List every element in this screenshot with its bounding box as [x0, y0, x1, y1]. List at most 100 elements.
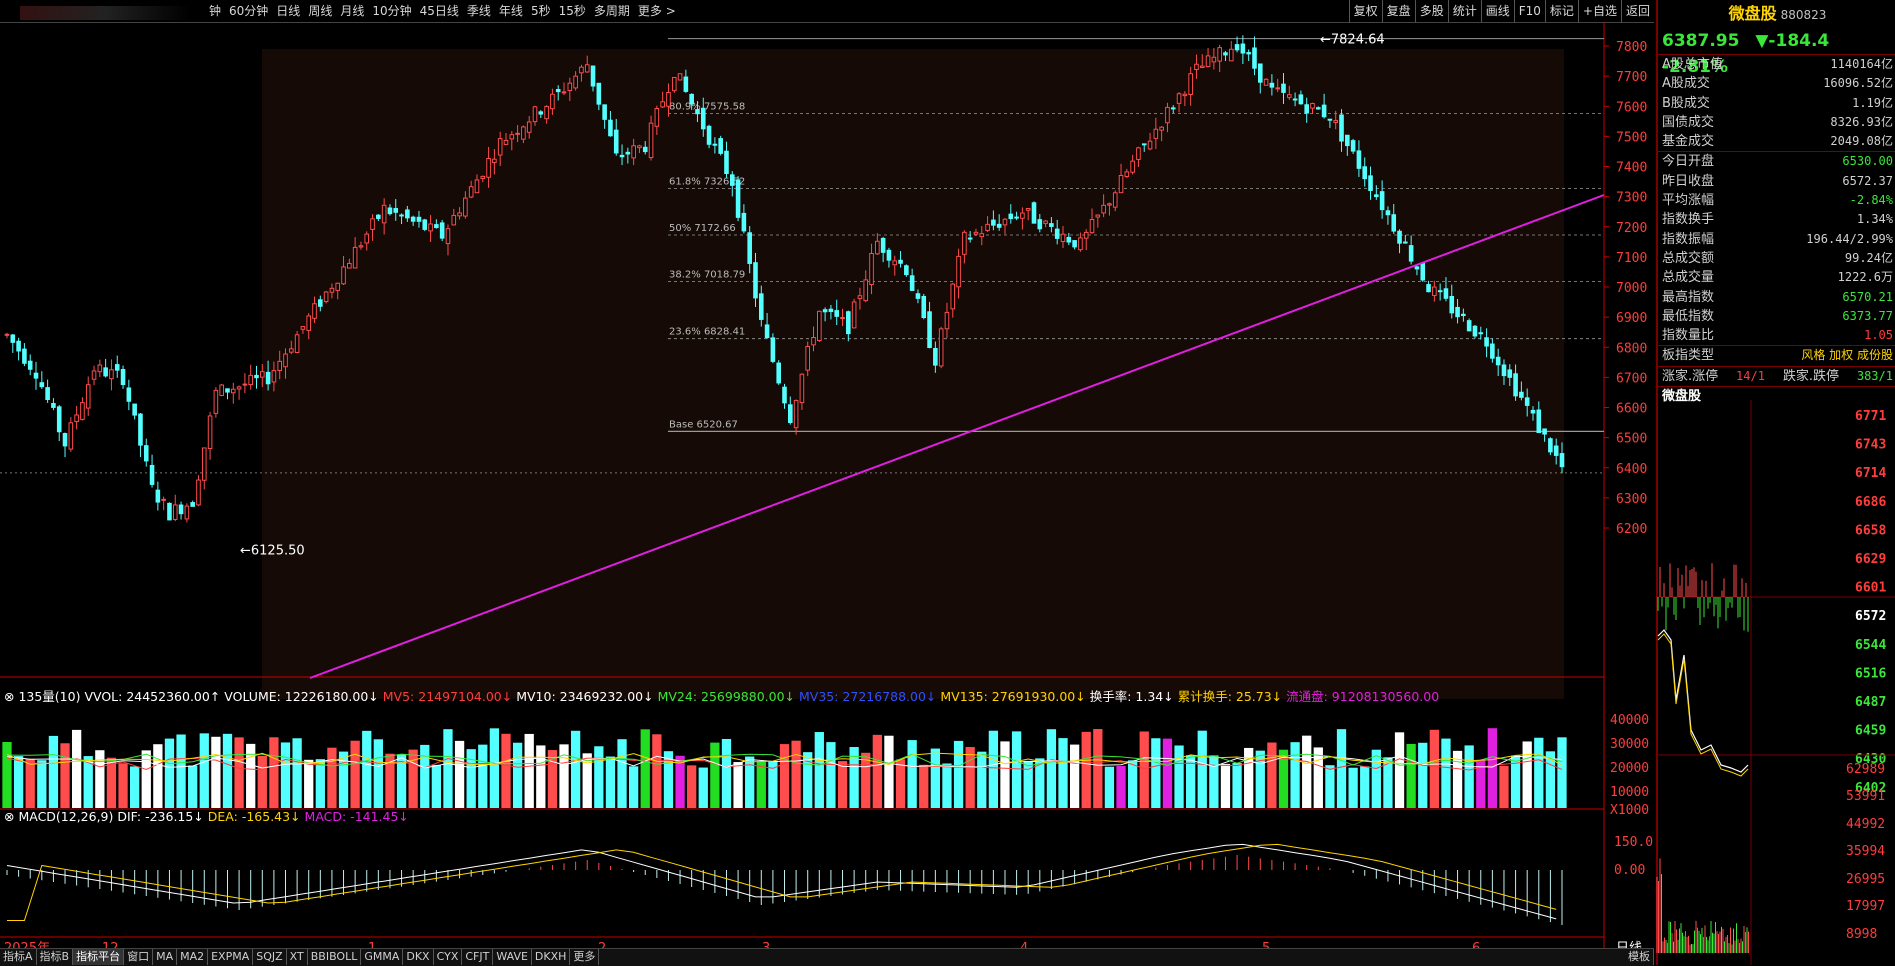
- volume-bar: [280, 742, 291, 808]
- price-tick-label: 7000: [1616, 281, 1647, 296]
- candle-body: [1205, 55, 1211, 68]
- toolbar-button-3[interactable]: 统计: [1447, 0, 1481, 22]
- volume-bar: [559, 744, 569, 808]
- bottom-right-button-0[interactable]: 模板: [1625, 949, 1654, 965]
- candle-body: [1339, 114, 1344, 142]
- toolbar-button-6[interactable]: 标记: [1544, 0, 1578, 22]
- volume-bar: [396, 754, 407, 808]
- period-tab-8[interactable]: 年线: [498, 4, 523, 18]
- stat-row: 指数量比 1.05: [1658, 326, 1895, 345]
- candle-body: [318, 299, 323, 307]
- indicator-tab-3[interactable]: 窗口: [124, 949, 154, 965]
- period-tab-7[interactable]: 季线: [466, 4, 491, 18]
- indicator-tab-9[interactable]: BBIBOLL: [308, 949, 362, 965]
- period-tab-11[interactable]: 多周期: [593, 4, 630, 18]
- indicator-tab-2[interactable]: 指标平台: [73, 949, 125, 965]
- volume-bar: [431, 764, 442, 808]
- toolbar-button-7[interactable]: +自选: [1577, 0, 1621, 22]
- volume-bar: [1418, 742, 1428, 808]
- candle-body: [1252, 47, 1257, 69]
- volume-bar: [1302, 735, 1312, 808]
- period-tab-1[interactable]: 60分钟: [229, 4, 269, 18]
- indicator-tab-10[interactable]: GMMA: [361, 949, 404, 965]
- volume-bar: [13, 756, 24, 808]
- toolbar-button-8[interactable]: 返回: [1620, 0, 1654, 22]
- indicator-tab-7[interactable]: SQJZ: [253, 949, 287, 965]
- period-tab-5[interactable]: 10分钟: [372, 4, 412, 18]
- candles: [4, 35, 1565, 523]
- toolbar-button-2[interactable]: 多股: [1414, 0, 1448, 22]
- candle-body: [1217, 47, 1222, 62]
- trend-line[interactable]: [309, 194, 1605, 679]
- indicator-tab-0[interactable]: 指标A: [0, 949, 37, 965]
- period-tab-6[interactable]: 45日线: [419, 4, 459, 18]
- index-change: ▼-184.4: [1755, 31, 1830, 51]
- period-tab-4[interactable]: 月线: [340, 4, 365, 18]
- candle-body: [1246, 52, 1251, 55]
- candle-body: [834, 310, 840, 317]
- macd-indicator-header[interactable]: ⊗ MACD(12,26,9) DIF: -236.15↓ DEA: -165.…: [4, 809, 409, 824]
- candle-body: [474, 179, 480, 194]
- candle-body: [933, 347, 938, 366]
- candle-body: [648, 122, 654, 159]
- indicator-tab-bar: 指标A 指标B 指标平台 窗口 MA MA2 EXPMA SQJZ XT BBIBOLL GMMA D…: [0, 948, 1654, 966]
- intraday-mini-chart[interactable]: 6771 6743 6714 6686 6658 6629 6601 6572 6544 6516…: [1656, 400, 1895, 965]
- candle-body: [1327, 118, 1333, 121]
- stat-value: 6373.77: [1842, 308, 1893, 323]
- toolbar-button-0[interactable]: 复权: [1348, 0, 1382, 22]
- candle-body: [103, 367, 108, 377]
- candle-body: [416, 216, 422, 222]
- candle-body: [80, 402, 85, 420]
- candle-body: [1391, 214, 1397, 232]
- volume-bar: [640, 729, 650, 808]
- candle-body: [973, 231, 979, 235]
- indicator-tab-14[interactable]: WAVE: [493, 949, 532, 965]
- period-tab-3[interactable]: 周线: [308, 4, 333, 18]
- volume-indicator-header[interactable]: ⊗ 135量(10) VVOL: 24452360.00↑ VOLUME: 12…: [4, 689, 1439, 704]
- index-type-value[interactable]: 风格 加权 成份股: [1801, 348, 1893, 363]
- indicator-tab-12[interactable]: CYX: [434, 949, 463, 965]
- volume-bar: [1394, 732, 1405, 808]
- indicator-tab-16[interactable]: 更多: [570, 949, 600, 965]
- candle-body: [230, 388, 236, 394]
- candle-body: [956, 255, 961, 288]
- candle-body: [1194, 63, 1199, 70]
- indicator-tab-5[interactable]: MA2: [177, 949, 209, 965]
- stat-row: 国债成交 8326.93亿: [1658, 113, 1895, 132]
- volume-tick-label: 10000: [1610, 785, 1649, 800]
- period-tab-12[interactable]: 更多 >: [637, 4, 676, 18]
- index-stats: A股总市值 1140164亿 A股成交 16096.52亿 B股成交 1.19亿 国债成交 8…: [1658, 55, 1895, 345]
- indicator-tab-6[interactable]: EXPMA: [208, 949, 254, 965]
- volume-bar: [733, 762, 743, 808]
- candle-body: [1414, 266, 1420, 270]
- toolbar-button-4[interactable]: 画线: [1480, 0, 1514, 22]
- period-tab-2[interactable]: 日线: [276, 4, 301, 18]
- candle-body: [822, 309, 828, 313]
- toolbar-button-5[interactable]: F10: [1513, 0, 1545, 22]
- period-tab-0[interactable]: 钟: [209, 4, 222, 18]
- volume-bar: [130, 766, 140, 808]
- stat-value: 196.44/2.99%: [1806, 231, 1893, 246]
- indicator-tab-8[interactable]: XT: [287, 949, 308, 965]
- volume-bar: [501, 733, 511, 808]
- indicator-tab-15[interactable]: DKXH: [532, 949, 571, 965]
- volume-bar: [60, 743, 70, 808]
- indicator-tab-4[interactable]: MA: [153, 949, 178, 965]
- volume-bar: [153, 744, 163, 808]
- kline-chart[interactable]: 7800 7700 7600 7500 7400 7300 7200 7100 7000 6900…: [0, 22, 1654, 957]
- stat-label: 指数换手: [1662, 212, 1715, 228]
- indicator-tab-11[interactable]: DKX: [403, 949, 434, 965]
- candle-body: [56, 406, 62, 433]
- candle-body: [1362, 166, 1368, 180]
- period-tab-9[interactable]: 5秒: [530, 4, 551, 18]
- candle-body: [503, 139, 509, 145]
- indicator-tab-1[interactable]: 指标B: [37, 949, 74, 965]
- candle-body: [300, 326, 306, 330]
- candle-body: [741, 212, 747, 232]
- indicator-tab-13[interactable]: CFJT: [462, 949, 494, 965]
- candle-body: [857, 295, 863, 300]
- candle-body: [486, 158, 491, 178]
- period-tab-10[interactable]: 15秒: [558, 4, 586, 18]
- volume-bar: [1464, 745, 1474, 808]
- toolbar-button-1[interactable]: 复盘: [1381, 0, 1415, 22]
